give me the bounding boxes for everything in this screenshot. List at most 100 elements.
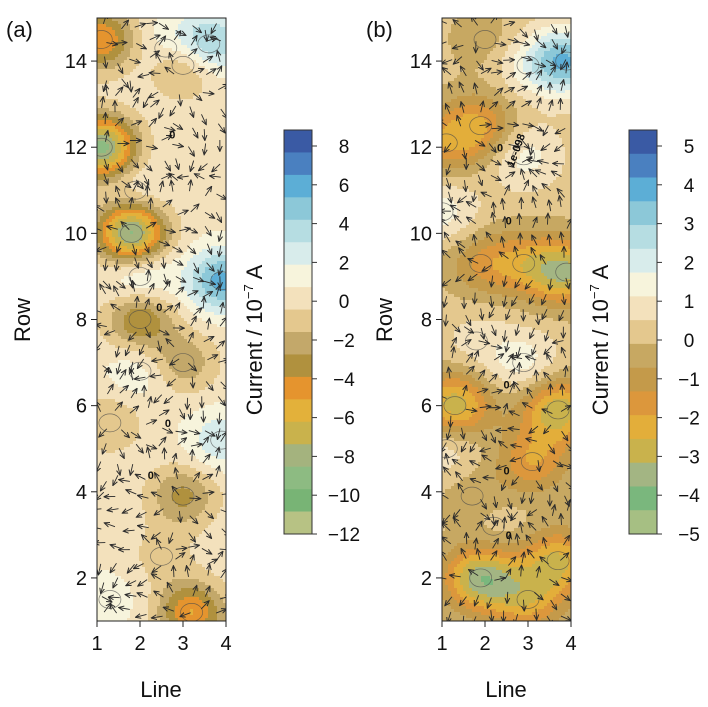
- field-cell: [184, 126, 188, 130]
- field-cell: [208, 300, 212, 304]
- field-cell: [220, 99, 224, 103]
- field-cell: [220, 318, 224, 322]
- field-cell: [136, 201, 140, 205]
- field-cell: [223, 120, 226, 124]
- field-cell: [196, 102, 200, 106]
- field-cell: [139, 354, 143, 358]
- field-cell: [199, 219, 203, 223]
- field-cell: [205, 357, 209, 361]
- field-cell: [151, 267, 155, 271]
- field-cell: [121, 57, 125, 61]
- field-cell: [142, 108, 146, 112]
- field-cell: [115, 84, 119, 88]
- field-cell: [205, 228, 209, 232]
- field-cell: [127, 258, 131, 262]
- field-cell: [136, 342, 140, 346]
- field-cell: [196, 108, 200, 112]
- field-cell: [175, 99, 179, 103]
- field-cell: [97, 198, 101, 202]
- field-cell: [133, 150, 137, 154]
- field-cell: [163, 192, 167, 196]
- field-cell: [115, 339, 119, 343]
- field-cell: [124, 168, 128, 172]
- field-cell: [154, 351, 158, 355]
- field-cell: [118, 267, 122, 271]
- field-cell: [181, 90, 185, 94]
- field-cell: [97, 270, 101, 274]
- field-cell: [211, 363, 215, 367]
- field-cell: [208, 48, 212, 52]
- field-cell: [145, 210, 149, 214]
- field-cell: [103, 240, 107, 244]
- field-cell: [181, 300, 185, 304]
- field-cell: [103, 99, 107, 103]
- field-cell: [205, 198, 209, 202]
- field-cell: [154, 42, 158, 46]
- field-cell: [220, 63, 224, 67]
- field-cell: [112, 48, 116, 52]
- field-cell: [184, 156, 188, 160]
- field-cell: [151, 363, 155, 367]
- field-cell: [103, 27, 107, 31]
- field-cell: [106, 78, 110, 82]
- field-cell: [160, 201, 164, 205]
- field-cell: [160, 354, 164, 358]
- field-cell: [157, 108, 161, 112]
- field-cell: [211, 360, 215, 364]
- field-cell: [148, 69, 152, 73]
- field-cell: [142, 345, 146, 349]
- field-cell: [142, 360, 146, 364]
- field-cell: [121, 156, 125, 160]
- field-cell: [193, 60, 197, 64]
- field-cell: [145, 285, 149, 289]
- field-cell: [142, 210, 146, 214]
- field-cell: [214, 249, 218, 253]
- field-cell: [103, 168, 107, 172]
- field-cell: [118, 318, 122, 322]
- field-cell: [157, 222, 161, 226]
- field-cell: [97, 114, 101, 118]
- field-cell: [193, 243, 197, 247]
- field-cell: [187, 258, 191, 262]
- field-cell: [145, 111, 149, 115]
- field-cell: [184, 57, 188, 61]
- field-cell: [175, 234, 179, 238]
- field-cell: [151, 327, 155, 331]
- field-cell: [178, 147, 182, 151]
- field-cell: [109, 333, 113, 337]
- field-cell: [205, 153, 209, 157]
- field-cell: [214, 291, 218, 295]
- field-cell: [136, 84, 140, 88]
- field-cell: [199, 186, 203, 190]
- field-cell: [130, 174, 134, 178]
- field-cell: [103, 342, 107, 346]
- field-cell: [154, 318, 158, 322]
- field-cell: [196, 45, 200, 49]
- field-cell: [97, 186, 101, 190]
- field-cell: [217, 303, 221, 307]
- field-cell: [121, 201, 125, 205]
- field-cell: [124, 264, 128, 268]
- field-cell: [160, 165, 164, 169]
- field-cell: [97, 342, 101, 346]
- field-cell: [133, 168, 137, 172]
- field-cell: [166, 351, 170, 355]
- field-cell: [112, 240, 116, 244]
- field-cell: [112, 168, 116, 172]
- field-cell: [166, 51, 170, 55]
- field-cell: [220, 174, 224, 178]
- field-cell: [205, 297, 209, 301]
- field-cell: [169, 132, 173, 136]
- field-cell: [151, 108, 155, 112]
- field-cell: [121, 219, 125, 223]
- field-cell: [127, 327, 131, 331]
- field-cell: [220, 225, 224, 229]
- field-cell: [130, 84, 134, 88]
- field-cell: [142, 81, 146, 85]
- field-cell: [178, 198, 182, 202]
- field-cell: [208, 258, 212, 262]
- field-cell: [133, 207, 137, 211]
- field-cell: [205, 174, 209, 178]
- field-cell: [220, 363, 224, 367]
- field-cell: [124, 159, 128, 163]
